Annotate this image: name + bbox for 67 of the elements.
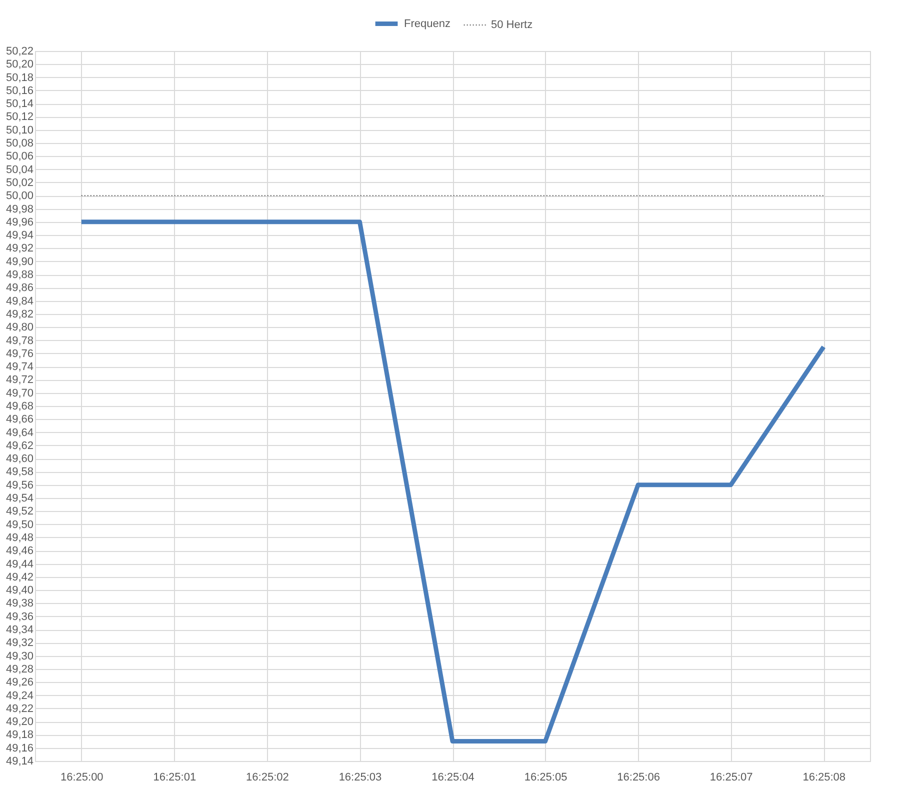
y-tick-label: 49,44 [6,558,34,570]
y-tick-label: 50,18 [6,72,34,84]
y-tick-label: 49,50 [6,518,34,531]
y-tick-label: 49,58 [6,466,34,478]
y-tick-label: 49,14 [6,756,34,768]
x-tick-label: 16:25:08 [802,772,846,784]
y-tick-label: 49,16 [6,742,34,754]
legend-label: Frequenz [404,18,450,30]
x-tick-label: 16:25:02 [246,772,289,784]
y-tick-label: 49,48 [6,532,34,544]
y-tick-label: 49,52 [6,506,34,518]
y-tick-label: 49,32 [6,637,34,650]
y-tick-label: 49,18 [6,729,34,742]
y-tick-label: 50,20 [6,58,34,71]
y-tick-label: 49,74 [6,361,34,374]
y-tick-label: 49,28 [6,663,34,676]
y-tick-label: 49,34 [6,624,34,636]
y-tick-label: 49,30 [6,650,34,662]
y-tick-label: 49,60 [6,453,34,466]
y-tick-label: 49,38 [6,598,34,610]
x-tick-label: 16:25:01 [153,772,196,784]
y-tick-label: 49,92 [6,242,34,255]
y-tick-label: 50,12 [6,111,34,124]
y-tick-label: 49,22 [6,702,34,715]
y-tick-label: 49,78 [6,334,34,347]
y-tick-label: 49,90 [6,256,34,268]
legend-label: 50 Hertz [491,19,533,31]
y-tick-label: 49,84 [6,295,34,308]
y-tick-label: 49,76 [6,348,34,360]
y-tick-label: 49,72 [6,374,34,386]
y-tick-label: 49,46 [6,545,34,558]
y-tick-label: 49,88 [6,269,34,282]
y-tick-label: 49,54 [6,492,34,505]
x-tick-label: 16:25:00 [60,772,104,784]
y-tick-label: 49,98 [6,203,34,216]
y-tick-label: 50,02 [6,176,34,189]
y-tick-label: 49,68 [6,400,34,412]
y-tick-label: 49,26 [6,676,34,689]
y-tick-label: 50,08 [6,138,34,150]
y-tick-label: 49,96 [6,216,34,228]
y-tick-label: 49,86 [6,282,34,294]
y-tick-label: 49,24 [6,690,34,702]
y-tick-label: 50,14 [6,98,34,110]
y-tick-label: 50,04 [6,164,34,176]
x-tick-label: 16:25:05 [524,772,568,784]
y-tick-label: 49,42 [6,571,34,584]
y-tick-label: 50,10 [6,124,34,136]
y-tick-label: 50,00 [6,190,34,202]
y-tick-label: 49,66 [6,414,34,426]
y-tick-label: 49,62 [6,440,34,452]
y-tick-label: 49,70 [6,387,34,400]
y-tick-label: 49,56 [6,479,34,492]
x-tick-label: 16:25:03 [338,772,382,784]
y-tick-label: 49,40 [6,584,34,597]
x-tick-label: 16:25:04 [432,772,474,784]
y-tick-label: 49,80 [6,322,34,334]
y-tick-label: 49,82 [6,308,34,320]
y-tick-label: 49,94 [6,230,34,242]
y-tick-label: 50,16 [6,84,34,97]
y-tick-label: 50,22 [6,46,34,58]
x-tick-label: 16:25:06 [617,772,660,784]
y-tick-label: 49,20 [6,716,34,728]
y-tick-label: 49,64 [6,426,34,439]
line-series [79,220,826,744]
y-tick-label: 50,06 [6,150,34,163]
x-tick-label: 16:25:07 [710,772,753,784]
y-tick-label: 49,36 [6,610,34,623]
